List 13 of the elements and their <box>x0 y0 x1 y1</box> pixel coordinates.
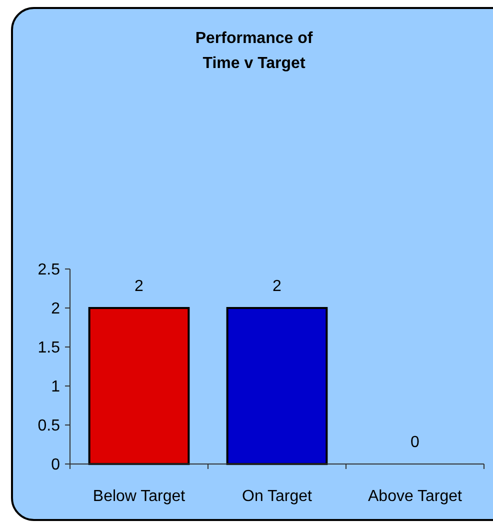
x-tick-label: On Target <box>242 488 313 505</box>
chart-title: Performance of Time v Target <box>195 30 314 72</box>
y-tick-label: 1.5 <box>38 340 60 357</box>
data-label: 2 <box>272 278 282 295</box>
y-tick-label: 2.5 <box>38 262 60 279</box>
y-tick-label: 0 <box>51 456 60 474</box>
y-tick-label: 0.5 <box>38 418 60 435</box>
x-tick-label: Above Target <box>368 488 463 505</box>
y-tick-label: 1 <box>51 378 60 396</box>
data-label: 0 <box>410 434 420 451</box>
y-tick-label: 2 <box>51 300 60 318</box>
x-tick-label: Below Target <box>92 488 186 505</box>
data-label: 2 <box>134 278 144 295</box>
